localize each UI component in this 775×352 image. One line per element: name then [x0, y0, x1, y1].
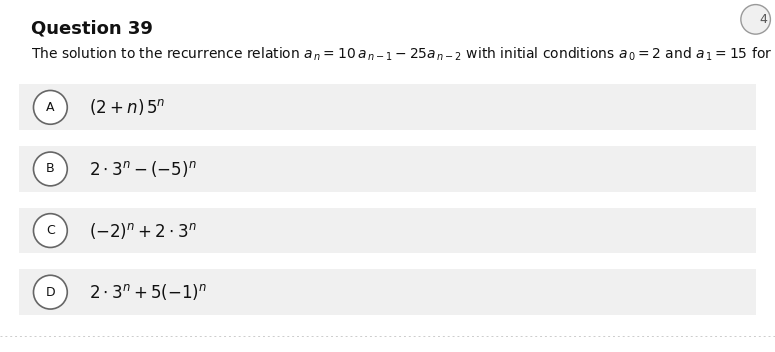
FancyBboxPatch shape	[19, 269, 756, 315]
FancyBboxPatch shape	[19, 141, 756, 146]
Ellipse shape	[741, 5, 770, 34]
FancyBboxPatch shape	[19, 146, 756, 192]
Text: $2 \cdot 3^{n} + 5(-1)^{n}$: $2 \cdot 3^{n} + 5(-1)^{n}$	[89, 282, 207, 302]
Text: $2 \cdot 3^{n} - (-5)^{n}$: $2 \cdot 3^{n} - (-5)^{n}$	[89, 159, 197, 179]
Ellipse shape	[33, 214, 67, 247]
Text: A: A	[46, 101, 54, 114]
FancyBboxPatch shape	[19, 202, 756, 208]
Ellipse shape	[33, 90, 67, 124]
Text: Question 39: Question 39	[31, 19, 153, 37]
FancyBboxPatch shape	[19, 264, 756, 269]
Text: C: C	[46, 224, 55, 237]
Ellipse shape	[33, 152, 67, 186]
Text: $(-2)^{n} + 2 \cdot 3^{n}$: $(-2)^{n} + 2 \cdot 3^{n}$	[89, 221, 197, 240]
Text: The solution to the recurrence relation $a_{\,n} = 10\,a_{\,n-1} - 25a_{\,n-2}$ : The solution to the recurrence relation …	[31, 46, 775, 63]
Ellipse shape	[33, 275, 67, 309]
Text: D: D	[46, 286, 55, 298]
FancyBboxPatch shape	[19, 84, 756, 130]
Text: $(2 + n)\, 5^{n}$: $(2 + n)\, 5^{n}$	[89, 98, 166, 117]
FancyBboxPatch shape	[19, 208, 756, 253]
Text: 4: 4	[760, 13, 767, 26]
Text: B: B	[46, 163, 55, 175]
FancyBboxPatch shape	[19, 79, 756, 84]
